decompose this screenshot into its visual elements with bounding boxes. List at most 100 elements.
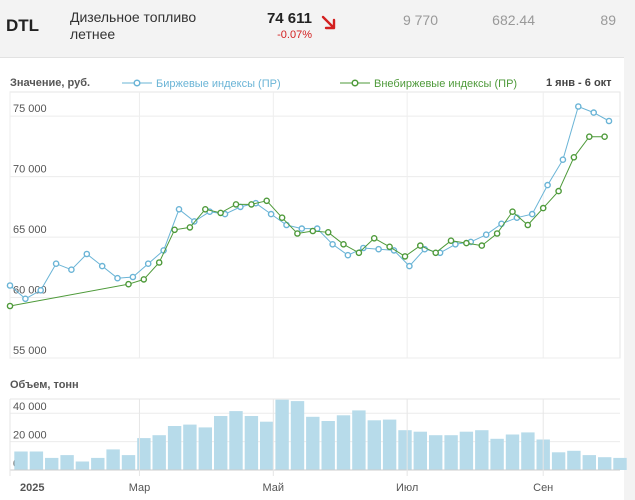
series-line-exchange [9, 105, 610, 300]
volume-bar [475, 430, 489, 470]
ticker-row[interactable]: DTL Дизельное топливо летнее 74 611 -0.0… [0, 0, 635, 58]
data-point-exchange [144, 260, 152, 268]
data-point-otc [432, 249, 440, 257]
data-point-exchange [498, 220, 505, 228]
volume-bar [352, 410, 366, 470]
data-point-exchange [68, 266, 75, 274]
x-tick-label: 2025 [20, 482, 44, 494]
data-point-otc [278, 214, 286, 221]
volume-bar [444, 435, 458, 470]
data-point-otc [555, 187, 562, 195]
data-point-otc [309, 227, 317, 235]
volume-bar [106, 449, 120, 470]
volume-bar [14, 451, 28, 470]
data-point-exchange [114, 274, 121, 282]
volume-bar [183, 424, 197, 470]
data-point-otc [370, 234, 378, 242]
volume-bar [45, 457, 59, 470]
volume-bar [459, 431, 474, 470]
data-point-otc [217, 209, 224, 217]
data-point-exchange [283, 221, 290, 229]
instrument-name: Дизельное топливо летнее [70, 9, 197, 42]
data-point-otc [186, 224, 194, 231]
data-point-exchange [267, 210, 275, 218]
x-tick-label: Сен [533, 482, 553, 494]
right-edge-strip [624, 0, 635, 500]
volume-bar [91, 457, 105, 470]
data-point-otc [478, 242, 486, 249]
data-point-exchange [544, 181, 551, 189]
volume-bar [382, 419, 397, 470]
data-point-otc [263, 197, 271, 205]
data-point-exchange [298, 225, 306, 232]
price-y-tick-label: 65 000 [13, 224, 47, 236]
data-point-exchange [83, 250, 91, 258]
volume-bar [290, 401, 305, 470]
data-point-exchange [344, 251, 352, 259]
data-point-otc [294, 230, 301, 237]
data-point-otc [386, 243, 393, 251]
volume-bar [260, 421, 274, 470]
volume-y-tick-label: 20 000 [13, 430, 47, 442]
data-point-exchange [605, 117, 613, 125]
data-point-exchange [22, 295, 29, 303]
data-point-exchange [375, 245, 382, 253]
data-point-exchange [406, 262, 413, 270]
volume-bar [429, 435, 443, 470]
data-point-otc [509, 208, 516, 215]
volume-bar [490, 438, 504, 470]
ticker-code: DTL [6, 16, 40, 35]
data-point-exchange [590, 109, 598, 116]
data-point-exchange [98, 262, 106, 270]
data-point-otc [171, 226, 178, 234]
down-right-arrow-icon [320, 14, 338, 37]
price-change: -0.07% [277, 29, 312, 41]
legend-otc[interactable]: Внебиржевые индексы (ПР) [340, 77, 517, 90]
deals-value: 9 770 [402, 12, 438, 28]
volume-axis-title: Объем, тонн [10, 379, 79, 391]
data-point-otc [524, 221, 532, 229]
legend-exchange[interactable]: Биржевые индексы (ПР) [122, 77, 281, 90]
volume-bar [306, 416, 320, 471]
data-point-otc [447, 237, 455, 244]
legend-otc-marker [340, 79, 370, 87]
price-y-tick-label: 70 000 [13, 164, 47, 176]
data-point-otc [493, 230, 501, 237]
data-point-otc [248, 201, 255, 208]
data-point-otc [463, 239, 470, 247]
volume-bar [214, 416, 228, 470]
volume-bar [137, 438, 151, 470]
data-point-otc [6, 302, 14, 310]
data-point-otc [340, 240, 347, 248]
volume-bar [275, 399, 289, 470]
volume-bar [336, 415, 351, 470]
data-point-exchange [52, 260, 60, 268]
data-point-otc [570, 153, 578, 161]
data-point-otc [601, 133, 608, 140]
volume-bar [598, 457, 612, 470]
price-y-tick-label: 75 000 [13, 103, 47, 115]
count-value: 89 [600, 12, 616, 28]
data-point-otc [416, 242, 424, 249]
x-tick-label: Июл [396, 482, 418, 494]
data-point-otc [232, 201, 240, 208]
data-point-exchange [575, 103, 582, 110]
volume-y-tick-label: 40 000 [13, 401, 47, 413]
data-point-exchange [528, 210, 536, 218]
data-point-otc [155, 259, 163, 266]
data-point-exchange [175, 205, 183, 213]
volume-bar [60, 455, 74, 470]
volume-bar [229, 411, 243, 470]
volume-bar [321, 421, 335, 470]
volume-bar [505, 434, 520, 470]
volume-bar [244, 416, 259, 470]
price-axis-title: Значение, руб. [10, 77, 91, 89]
volume-bar [198, 427, 212, 470]
data-point-otc [125, 280, 132, 288]
volume-bar [152, 435, 166, 470]
legend-otc-label: Внебиржевые индексы (ПР) [374, 78, 518, 90]
date-range[interactable]: 1 янв - 6 окт [546, 77, 612, 89]
volume-bar [567, 450, 581, 470]
price-y-tick-label: 55 000 [13, 345, 47, 357]
data-point-exchange [6, 282, 14, 289]
